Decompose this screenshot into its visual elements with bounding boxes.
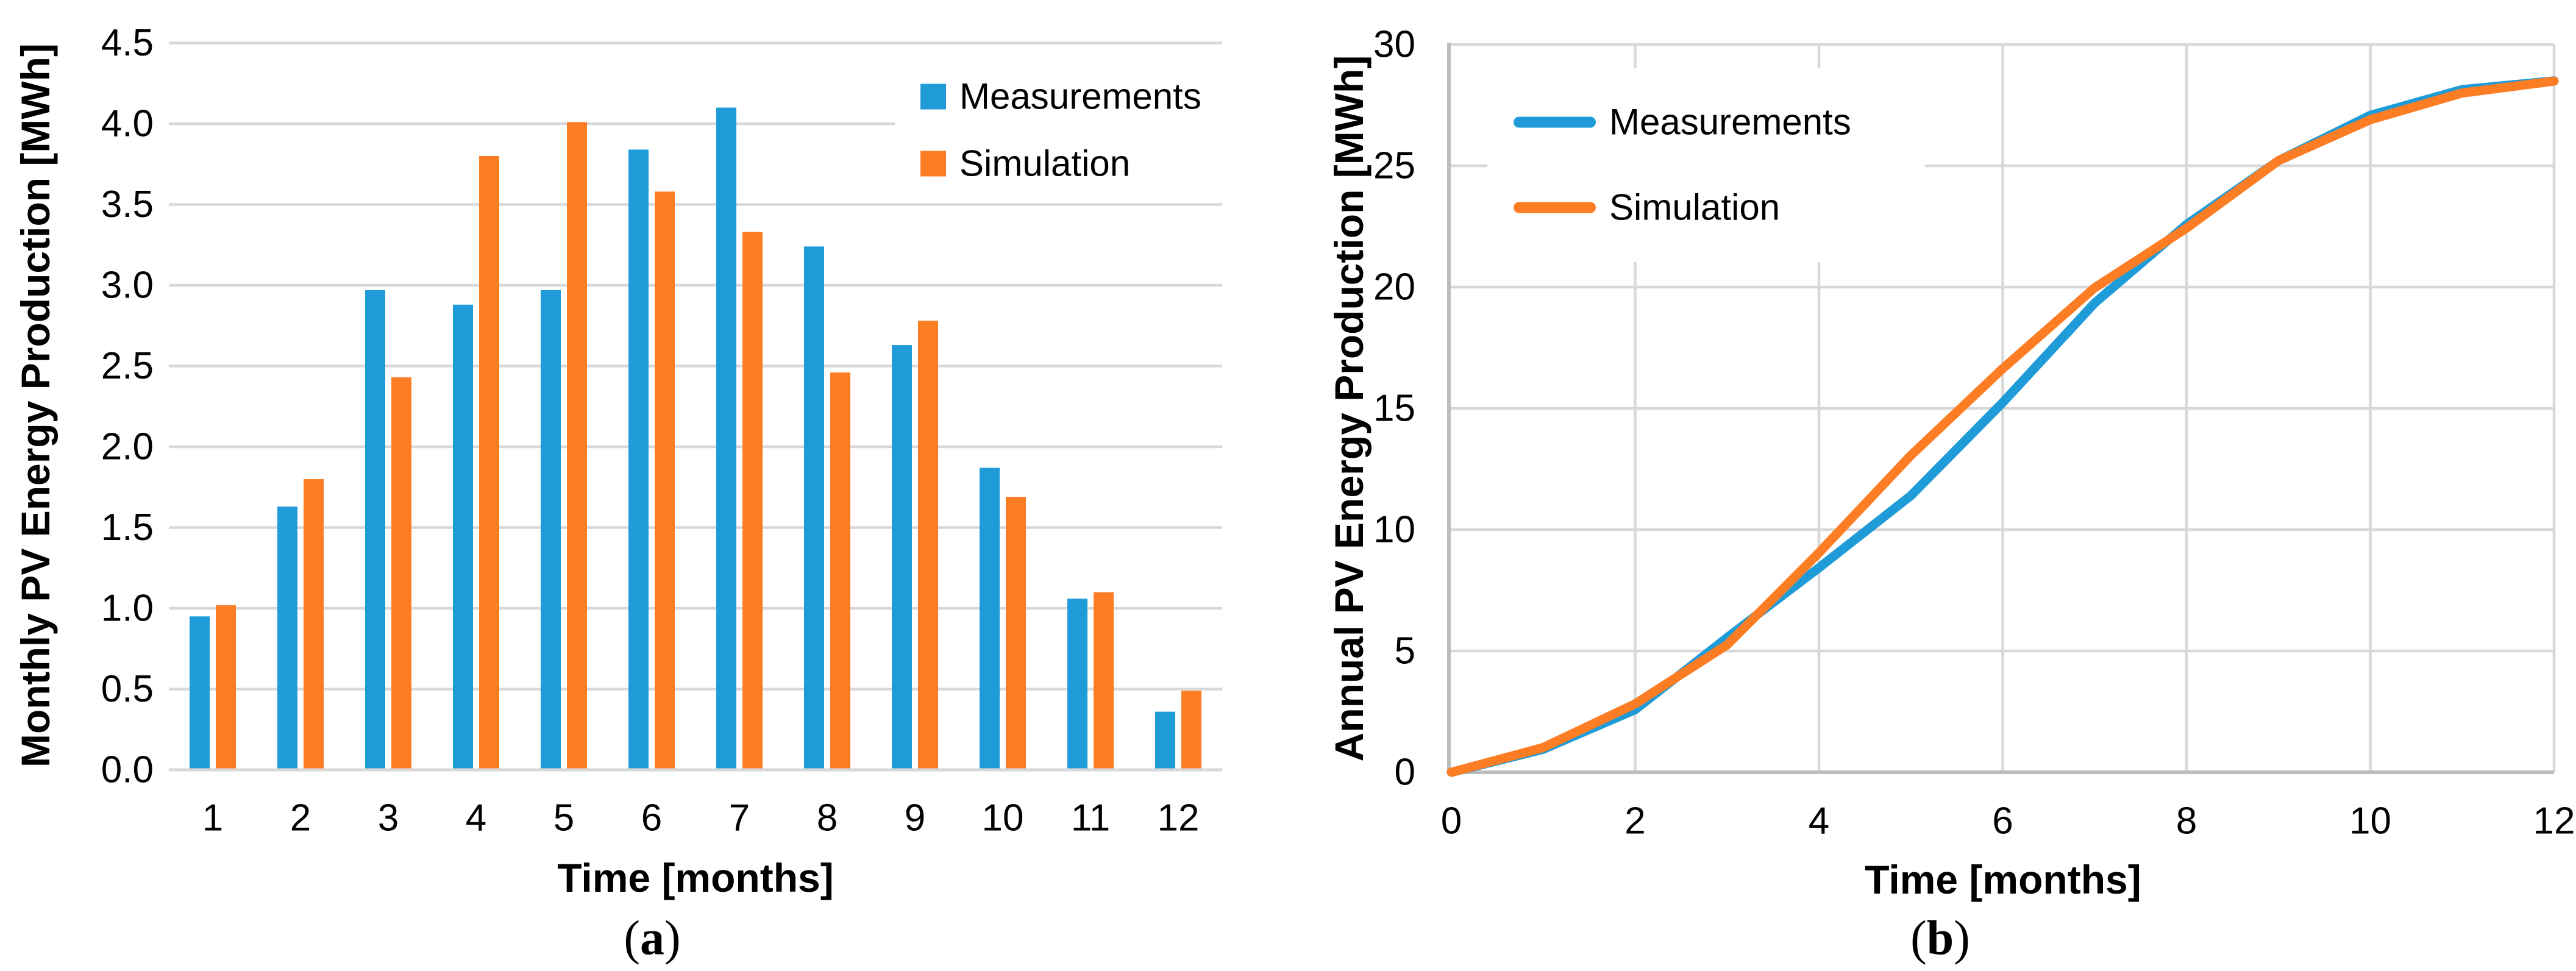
panel-a-x-axis-title: Time [months] [557, 855, 834, 900]
x-tick-label: 8 [2176, 800, 2197, 842]
y-tick-label: 30 [1373, 24, 1415, 66]
x-tick-label: 1 [202, 797, 223, 839]
bar-simulation-month-4 [479, 156, 499, 770]
bar-measurements-month-4 [453, 304, 473, 770]
annual-line-chart-plot: 0 5 10 15 20 25 30 0 2 4 6 8 10 12 [1373, 24, 2575, 842]
panel-b-legend-item-simulation: Simulation [1514, 187, 1780, 229]
simulation-line-swatch-icon [1514, 202, 1596, 213]
x-tick-label: 10 [982, 797, 1024, 839]
y-tick-label: 10 [1373, 509, 1415, 551]
caption-close-paren: ) [1954, 911, 1970, 966]
x-tick-label: 6 [1992, 800, 2013, 842]
panel-a-legend-item-simulation: Simulation [920, 143, 1130, 185]
panel-a-monthly-bar-chart: 0.0 0.5 1.0 1.5 2.0 2.5 3.0 3.5 4.0 4.5 1 2 3 4 5 6 7 8 9 1… [13, 22, 1231, 967]
bar-simulation-month-2 [304, 479, 324, 770]
bar-simulation-month-10 [1006, 497, 1026, 770]
caption-letter: b [1926, 911, 1954, 966]
panel-b-caption: (b) [1910, 911, 1970, 967]
x-tick-label: 8 [817, 797, 838, 839]
x-tick-label: 2 [1624, 800, 1645, 842]
bar-simulation-month-11 [1094, 592, 1114, 770]
y-tick-label: 1.5 [101, 507, 154, 549]
y-tick-label: 0.5 [101, 668, 154, 710]
bar-measurements-month-2 [277, 507, 297, 770]
bar-measurements-month-11 [1067, 599, 1087, 770]
y-tick-label: 15 [1373, 388, 1415, 430]
y-tick-label: 0.0 [101, 749, 154, 791]
x-tick-label: 11 [1071, 797, 1110, 839]
x-tick-label: 7 [729, 797, 750, 839]
y-tick-label: 4.5 [101, 22, 154, 64]
bar-simulation-month-3 [391, 377, 411, 770]
measurements-square-swatch-icon [920, 84, 946, 109]
bar-simulation-month-6 [655, 191, 675, 770]
y-tick-label: 1.0 [101, 588, 154, 630]
bar-measurements-month-6 [628, 149, 649, 770]
panel-a-legend-item-measurements: Measurements [920, 76, 1201, 118]
panel-b-legend-item-measurements: Measurements [1514, 101, 1851, 143]
legend-label: Measurements [959, 76, 1201, 117]
y-tick-label: 25 [1373, 145, 1415, 187]
x-tick-label: 9 [905, 797, 925, 839]
bar-measurements-month-5 [541, 290, 561, 770]
x-tick-label: 5 [553, 797, 574, 839]
y-tick-label: 3.0 [101, 265, 154, 307]
legend-label: Simulation [1609, 187, 1781, 228]
bar-measurements-month-8 [804, 246, 824, 770]
panel-a-caption: (a) [624, 911, 680, 967]
bar-measurements-month-1 [190, 616, 210, 770]
legend-label: Simulation [959, 143, 1131, 184]
legend-label: Measurements [1609, 101, 1851, 143]
x-tick-label: 12 [1158, 797, 1200, 839]
caption-close-paren: ) [664, 911, 681, 966]
panel-b-annual-line-chart: 0 5 10 15 20 25 30 0 2 4 6 8 10 12 Annual PV Energy P… [1304, 0, 2576, 971]
bar-measurements-month-10 [980, 468, 1000, 770]
monthly-bar-chart-plot: 0.00.51.01.52.02.53.03.54.04.51 2 3 4 5 6 7 8 9 1… [101, 22, 1222, 839]
panel-a-y-axis-title: Monthly PV Energy Production [MWh] [13, 43, 58, 767]
y-tick-label: 4.0 [101, 103, 154, 145]
bar-measurements-month-3 [365, 290, 385, 770]
bar-simulation-month-12 [1181, 691, 1201, 770]
y-tick-label: 2.5 [101, 345, 154, 387]
bar-simulation-month-1 [216, 605, 236, 770]
x-tick-label: 6 [641, 797, 662, 839]
panel-a-legend [895, 59, 1231, 200]
panel-b-legend [1487, 68, 1925, 262]
y-tick-label: 3.5 [101, 183, 154, 226]
x-tick-label: 3 [378, 797, 399, 839]
bar-simulation-month-8 [830, 372, 850, 770]
y-tick-label: 5 [1395, 630, 1415, 672]
y-tick-label: 2.0 [101, 426, 154, 468]
bar-simulation-month-7 [742, 232, 763, 770]
caption-letter: a [640, 911, 664, 966]
bar-measurements-month-7 [716, 107, 736, 770]
bar-simulation-month-5 [567, 122, 587, 770]
bar-measurements-month-9 [892, 345, 912, 770]
x-tick-label: 12 [2533, 800, 2575, 842]
caption-open-paren: ( [1910, 911, 1927, 966]
caption-open-paren: ( [624, 911, 640, 966]
simulation-square-swatch-icon [920, 151, 946, 176]
measurements-line-swatch-icon [1514, 116, 1596, 127]
bar-simulation-month-9 [918, 321, 938, 770]
y-tick-label: 0 [1395, 752, 1415, 794]
panel-b-x-axis-title: Time [months] [1865, 857, 2141, 902]
bar-measurements-month-12 [1155, 711, 1175, 770]
x-tick-label: 0 [1441, 800, 1462, 842]
panel-b-y-axis-title: Annual PV Energy Production [MWh] [1326, 55, 1372, 762]
x-tick-label: 2 [290, 797, 311, 839]
x-tick-label: 4 [1809, 800, 1829, 842]
y-tick-label: 20 [1373, 266, 1415, 308]
line-simulation [1446, 76, 2559, 777]
x-tick-label: 4 [466, 797, 486, 839]
x-tick-label: 10 [2349, 800, 2391, 842]
